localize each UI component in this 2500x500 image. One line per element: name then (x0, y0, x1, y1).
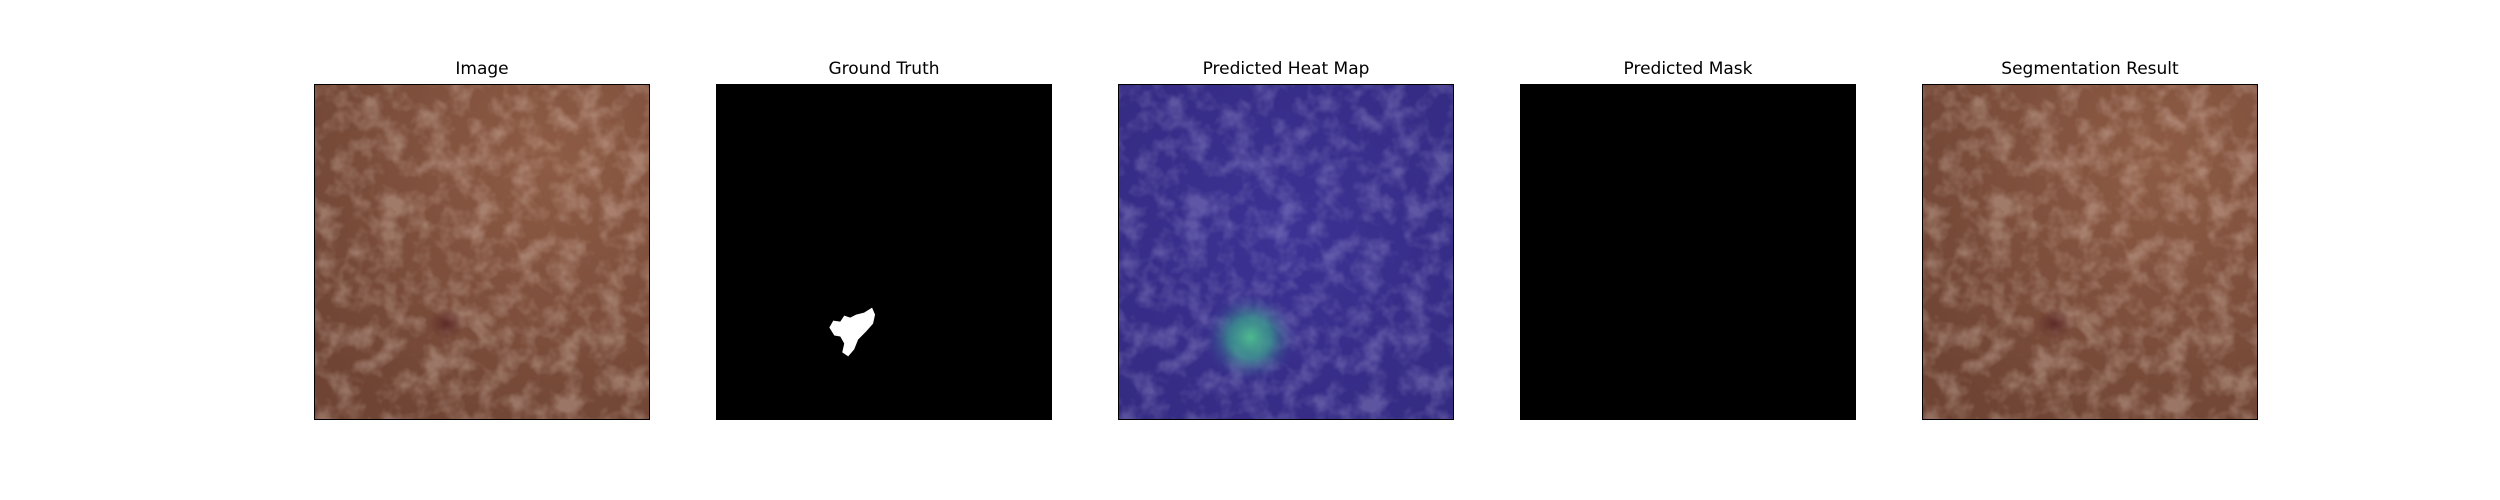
ground-truth-panel (716, 84, 1052, 420)
predicted-mask-panel (1520, 84, 1856, 420)
defect-spot (428, 307, 465, 340)
image-panel (314, 84, 650, 420)
panel-title-heat-map: Predicted Heat Map (1202, 59, 1370, 79)
segmentation-result-panel (1922, 84, 2258, 420)
predicted-mask (1521, 85, 1855, 419)
ground-truth-defect-region (829, 307, 876, 357)
defect-spot (2036, 307, 2073, 340)
panel-title-predicted-mask: Predicted Mask (1623, 59, 1753, 79)
panel-title-image: Image (455, 59, 509, 79)
ground-truth-mask (717, 85, 1051, 419)
panel-title-ground-truth: Ground Truth (828, 59, 940, 79)
leather-texture-image (315, 85, 649, 419)
heat-map-panel (1118, 84, 1454, 420)
heat-map-hotspot (1202, 291, 1298, 384)
panel-title-segmentation-result: Segmentation Result (2001, 59, 2179, 79)
segmentation-result-image (1923, 85, 2257, 419)
heat-map-overlay (1119, 85, 1453, 419)
